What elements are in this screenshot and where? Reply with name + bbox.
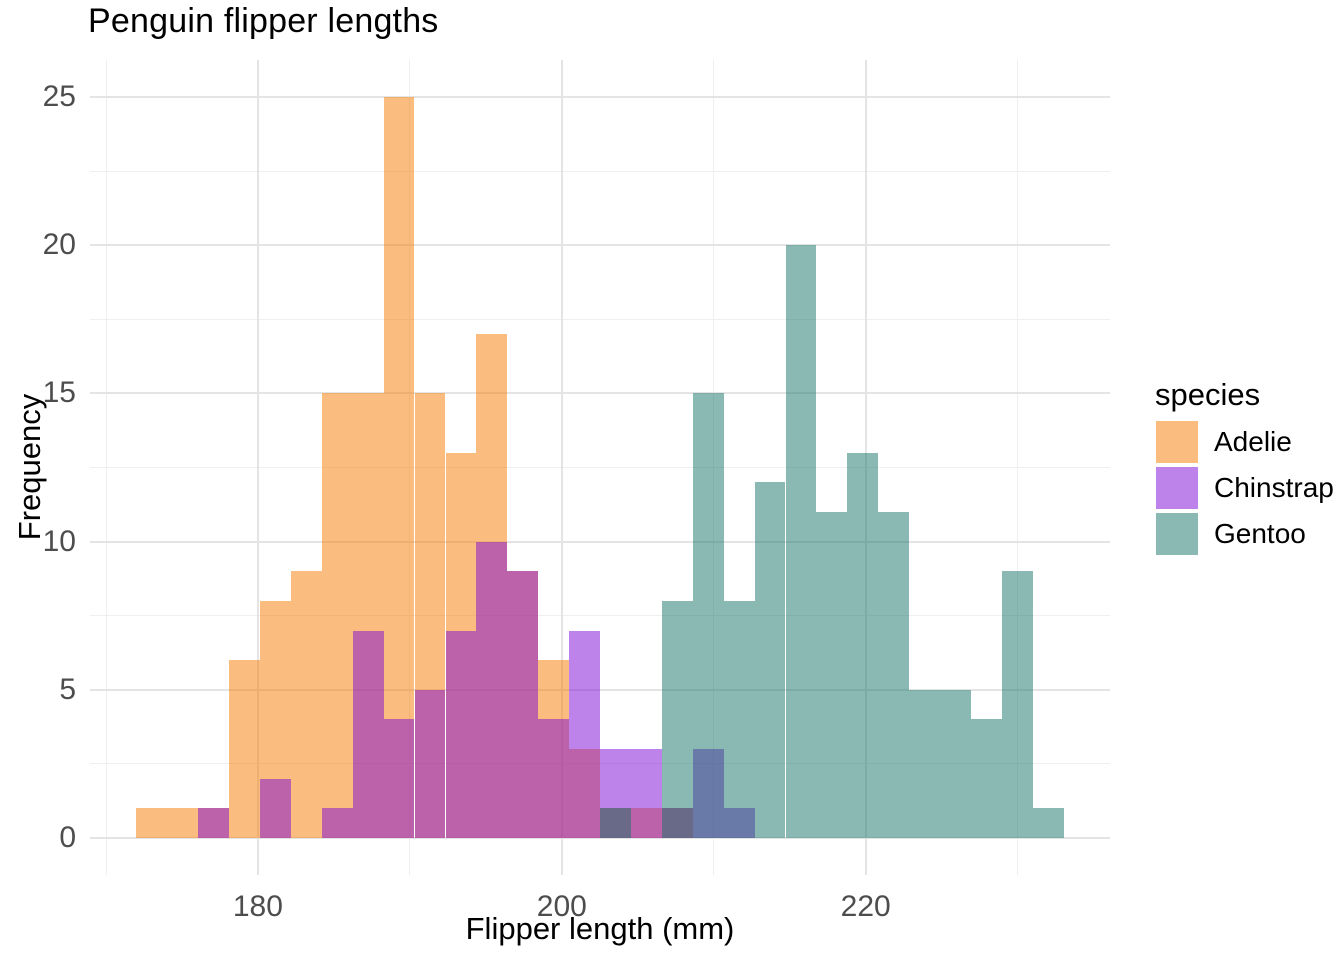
histogram-bar-gentoo	[940, 689, 971, 838]
plot-panel	[90, 60, 1110, 875]
legend-color-chip	[1156, 513, 1198, 555]
legend-label: Adelie	[1214, 426, 1292, 457]
histogram-bar-gentoo	[785, 245, 817, 838]
legend-label: Chinstrap	[1214, 472, 1334, 503]
histogram-bar-chinstrap	[445, 630, 477, 838]
y-major-gridline	[90, 688, 1110, 691]
x-tick-label: 220	[840, 890, 891, 923]
histogram-bar-gentoo	[692, 393, 724, 838]
y-minor-gridline	[90, 467, 1110, 468]
y-tick-label: 10	[42, 524, 76, 558]
histogram-bar-gentoo	[723, 600, 755, 838]
histogram-bar-adelie	[383, 97, 415, 838]
histogram-bar-gentoo	[909, 689, 941, 838]
legend-item-gentoo: Gentoo	[1156, 513, 1334, 555]
histogram-bar-chinstrap	[569, 630, 600, 838]
y-axis-title: Frequency	[12, 393, 47, 541]
y-minor-gridline	[90, 170, 1110, 172]
histogram-bar-chinstrap	[352, 630, 384, 838]
histogram-bar-adelie	[290, 571, 322, 838]
histogram-bar-gentoo	[1001, 571, 1033, 838]
histogram-bar-gentoo	[847, 452, 879, 838]
histogram-bar-adelie	[167, 808, 199, 838]
x-tick-label: 180	[232, 890, 283, 923]
histogram-bar-chinstrap	[538, 719, 570, 838]
legend-label: Gentoo	[1214, 518, 1306, 549]
histogram-bar-adelie	[136, 808, 168, 838]
y-minor-gridline	[90, 318, 1110, 320]
y-major-gridline	[90, 96, 1110, 98]
y-tick-label: 25	[42, 80, 76, 113]
histogram-bar-gentoo	[661, 600, 693, 838]
y-tick-label: 0	[59, 821, 76, 854]
histogram-bar-gentoo	[971, 719, 1002, 838]
y-major-gridline	[90, 392, 1110, 395]
histogram-bar-adelie	[321, 393, 353, 838]
x-tick-label: 200	[536, 890, 587, 923]
x-major-gridline	[560, 60, 563, 875]
legend: Adelie Chinstrap Gentoo	[1156, 421, 1334, 555]
histogram-bar-chinstrap	[507, 571, 539, 838]
legend-item-chinstrap: Chinstrap	[1156, 467, 1334, 509]
y-major-gridline	[90, 244, 1110, 247]
histogram-bar-chinstrap	[321, 808, 353, 838]
histogram-bar-gentoo	[600, 808, 631, 838]
histogram-bar-chinstrap	[476, 541, 508, 838]
chart-title: Penguin flipper lengths	[88, 2, 439, 40]
y-major-gridline	[90, 837, 1110, 839]
y-major-gridline	[90, 540, 1110, 543]
legend-color-chip	[1156, 467, 1198, 509]
histogram-bar-gentoo	[754, 482, 786, 838]
histogram-bar-chinstrap	[631, 749, 662, 838]
histogram-bar-adelie	[229, 660, 260, 838]
histogram-bar-chinstrap	[198, 808, 230, 838]
y-tick-label: 5	[59, 672, 76, 706]
histogram-bar-gentoo	[816, 512, 848, 838]
x-axis-title: Flipper length (mm)	[465, 911, 735, 946]
legend-color-chip	[1156, 421, 1198, 463]
x-major-gridline	[256, 60, 259, 875]
histogram-bar-chinstrap	[414, 689, 446, 838]
histogram-bar-chinstrap	[260, 778, 291, 838]
y-minor-gridline	[90, 615, 1110, 617]
y-tick-label: 15	[42, 376, 76, 410]
histogram-bar-gentoo	[878, 512, 910, 838]
histogram-bar-chinstrap	[383, 719, 415, 838]
y-tick-label: 20	[42, 228, 76, 262]
histogram-bar-gentoo	[1032, 808, 1064, 838]
legend-item-adelie: Adelie	[1156, 421, 1334, 463]
legend-title: species	[1155, 377, 1261, 412]
